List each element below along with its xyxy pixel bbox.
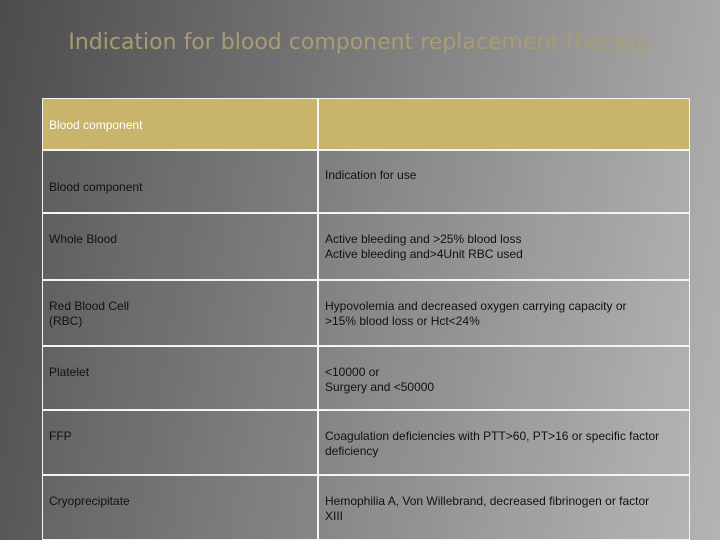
cell-text: Cryoprecipitate [49,494,130,508]
table-cell: Cryoprecipitate [42,475,318,540]
cell-text: deficiency [325,444,379,458]
cell-text: FFP [49,429,72,443]
cell-text: XIII [325,509,344,523]
cell-text: Red Blood Cell [49,299,130,313]
cell-text: (RBC) [49,314,83,328]
cell-text: Indication for use [325,168,417,182]
table-cell: Active bleeding and >25% blood loss Activ… [318,213,690,280]
header-cell [318,98,690,150]
cell-text: Platelet [49,365,90,379]
table-cell: Whole Blood [42,213,318,280]
cell-text: Active bleeding and>4Unit RBC used [325,247,523,261]
cell-text: <10000 or [325,365,380,379]
cell-text: Surgery and <50000 [325,380,435,394]
table-cell: Hypovolemia and decreased oxygen carryin… [318,280,690,346]
table-cell: Indication for use [318,150,690,213]
table-cell: Blood component [42,150,318,213]
cell-text: >15% blood loss or Hct<24% [325,314,480,328]
table-cell: <10000 or Surgery and <50000 [318,346,690,410]
table-cell: Red Blood Cell (RBC) [42,280,318,346]
cell-text: Active bleeding and >25% blood loss [325,232,522,246]
cell-text: Whole Blood [49,232,118,246]
table-cell: Hemophilia A, Von Willebrand, decreased … [318,475,690,540]
table-cell: Platelet [42,346,318,410]
header-cell: Blood component [42,98,318,150]
cell-text: Coagulation deficiencies with PTT>60, PT… [325,429,660,443]
cell-text: Hypovolemia and decreased oxygen carryin… [325,299,627,313]
table: Blood component Blood component Indicatio… [42,98,690,540]
slide-title: Indication for blood component replaceme… [68,30,652,55]
cell-text: Hemophilia A, Von Willebrand, decreased … [325,494,650,508]
table-cell: Coagulation deficiencies with PTT>60, PT… [318,410,690,475]
table-cell: FFP [42,410,318,475]
cell-text: Blood component [49,180,143,194]
